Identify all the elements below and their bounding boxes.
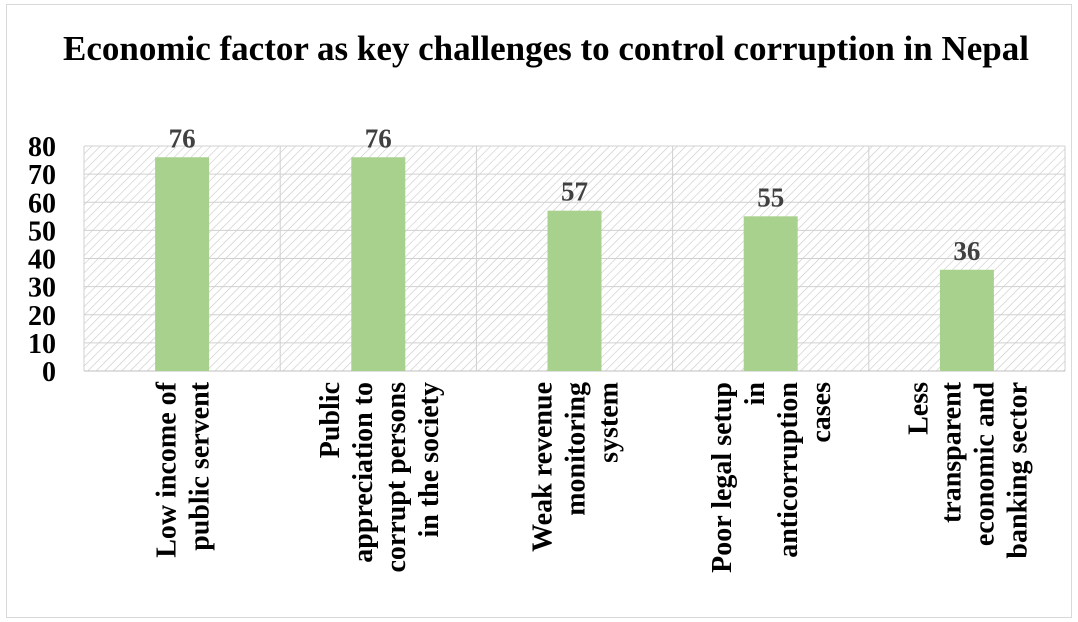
y-tick-label: 40 bbox=[28, 245, 56, 276]
x-tick-label-line: Less bbox=[903, 382, 934, 435]
x-tick-label: Weak revenue monitoring system bbox=[528, 382, 625, 552]
y-tick-label: 20 bbox=[28, 301, 56, 332]
data-label: 36 bbox=[953, 236, 980, 266]
bar bbox=[155, 157, 210, 371]
bar bbox=[351, 157, 406, 371]
x-tick-label-line: Low income of bbox=[152, 381, 183, 557]
bar bbox=[547, 210, 602, 371]
x-tick-label-line: banking sector bbox=[1002, 382, 1033, 559]
data-label: 76 bbox=[169, 123, 196, 153]
x-tick-label-line: system bbox=[594, 382, 625, 463]
x-tick-label: Less transparent economic and banking secto… bbox=[903, 381, 1033, 558]
y-tick-label: 30 bbox=[28, 273, 56, 304]
chart-frame bbox=[6, 4, 1072, 618]
x-tick-label: Low income of public servent bbox=[152, 381, 216, 557]
x-tick-label-line: in the society bbox=[414, 382, 445, 538]
x-tick-label-line: Poor legal setup bbox=[707, 382, 738, 573]
data-label: 55 bbox=[757, 182, 784, 212]
bar bbox=[743, 216, 798, 371]
y-tick-label: 70 bbox=[28, 160, 56, 191]
x-tick-label-line: Weak revenue bbox=[528, 382, 559, 552]
x-tick-label-line: appreciation to bbox=[348, 382, 379, 563]
x-tick-label-line: corrupt persons bbox=[381, 382, 412, 573]
data-label: 57 bbox=[561, 177, 588, 207]
x-tick-label-line: Public bbox=[315, 382, 346, 458]
y-tick-label: 60 bbox=[28, 188, 56, 219]
y-tick-label: 10 bbox=[28, 329, 56, 360]
bar bbox=[939, 269, 994, 371]
x-tick-label-line: transparent bbox=[936, 381, 967, 523]
chart-title: Economic factor as key challenges to con… bbox=[63, 29, 1029, 68]
x-tick-label-line: in bbox=[740, 382, 771, 406]
x-tick-label-line: cases bbox=[806, 382, 837, 443]
x-tick-label-line: anticorruption bbox=[773, 382, 804, 558]
data-label: 76 bbox=[365, 123, 392, 153]
y-tick-label: 0 bbox=[42, 357, 56, 388]
x-tick-label-line: public servent bbox=[185, 381, 216, 550]
x-tick-label-line: monitoring bbox=[561, 382, 592, 516]
y-tick-label: 50 bbox=[28, 216, 56, 247]
x-tick-label: Public appreciation to corrupt persons in t… bbox=[315, 382, 445, 573]
y-tick-label: 80 bbox=[28, 132, 56, 163]
x-tick-label-line: economic and bbox=[969, 382, 1000, 547]
x-tick-label: Poor legal setup in anticorruption cases bbox=[707, 382, 837, 573]
